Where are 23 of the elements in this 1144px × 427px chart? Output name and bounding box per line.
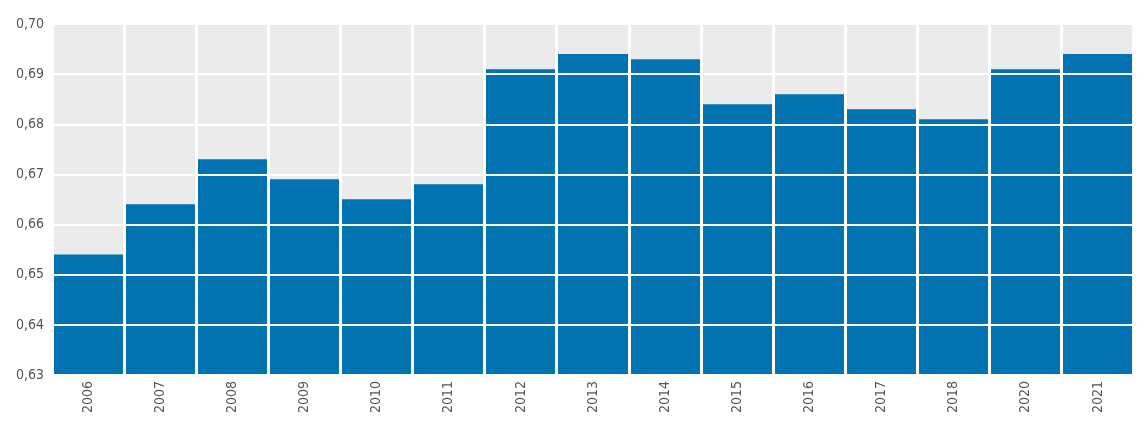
y-tick-label: 0,70 xyxy=(15,15,45,32)
y-tick-label: 0,63 xyxy=(15,365,45,382)
x-tick-label: 2009 xyxy=(295,380,312,413)
x-tick-label: 2014 xyxy=(655,380,672,413)
x-tick-label: 2021 xyxy=(1088,380,1105,413)
x-tick-label: 2018 xyxy=(944,380,961,413)
x-tick-label: 2008 xyxy=(223,380,239,413)
x-tick-label: 2010 xyxy=(367,380,384,413)
y-tick-label: 0,66 xyxy=(15,215,45,232)
x-tick-label: 2015 xyxy=(727,380,744,413)
y-tick-label: 0,65 xyxy=(15,265,45,282)
x-tick-label: 2012 xyxy=(511,380,528,413)
y-tick-label: 0,64 xyxy=(15,315,45,332)
x-tick-label: 2016 xyxy=(800,380,817,413)
x-tick-label: 2020 xyxy=(1016,380,1033,413)
x-tick-label: 2013 xyxy=(583,380,600,413)
y-tick-label: 0,67 xyxy=(15,165,45,182)
x-tick-label: 2007 xyxy=(150,380,167,413)
y-tick-label: 0,68 xyxy=(15,115,45,132)
x-tick-label: 2006 xyxy=(78,380,95,413)
x-tick-label: 2011 xyxy=(439,380,456,413)
y-tick-label: 0,69 xyxy=(15,65,45,82)
x-tick-label: 2017 xyxy=(872,380,889,413)
